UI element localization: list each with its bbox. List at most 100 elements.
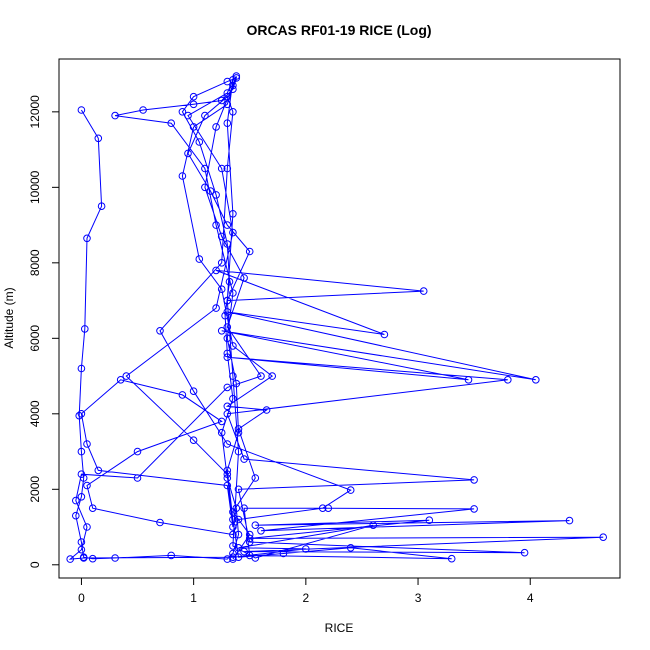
- data-point: [251, 521, 260, 530]
- y-tick-label: 0: [28, 561, 42, 568]
- data-point: [184, 111, 192, 120]
- data-point: [111, 554, 119, 562]
- data-point: [240, 547, 248, 556]
- data-point: [83, 523, 91, 531]
- data-point: [178, 391, 187, 399]
- data-point: [223, 474, 232, 482]
- data-point: [245, 534, 254, 543]
- x-tick-label: 2: [302, 591, 309, 605]
- data-point: [229, 549, 237, 558]
- y-tick-label: 2000: [28, 476, 42, 503]
- data-point: [189, 123, 198, 131]
- data-point: [599, 533, 608, 542]
- data-point: [122, 372, 131, 380]
- y-tick-label: 12000: [28, 95, 42, 129]
- data-point: [178, 108, 187, 116]
- data-point: [504, 376, 512, 384]
- data-point: [66, 555, 74, 563]
- data-point: [268, 372, 277, 380]
- data-point: [346, 544, 355, 552]
- data-point: [245, 538, 254, 546]
- y-tick-label: 10000: [28, 170, 42, 204]
- data-point: [77, 545, 86, 554]
- data-point: [232, 379, 241, 388]
- data-point: [234, 428, 243, 437]
- data-point: [139, 106, 147, 114]
- data-point: [184, 149, 192, 158]
- data-point: [212, 266, 220, 275]
- data-point: [217, 428, 226, 437]
- data-point: [223, 100, 232, 109]
- data-point: [232, 72, 241, 80]
- data-point: [75, 411, 83, 420]
- data-point: [201, 164, 209, 173]
- data-point: [77, 493, 86, 501]
- data-point: [79, 474, 88, 482]
- data-point: [212, 221, 220, 229]
- data-point: [419, 287, 428, 295]
- data-point: [532, 376, 540, 384]
- data-point: [369, 521, 378, 530]
- data-point: [223, 334, 232, 343]
- data-point: [217, 327, 226, 335]
- data-point: [195, 138, 204, 146]
- data-point: [133, 474, 142, 482]
- series-line: [68, 75, 604, 560]
- series-points: [66, 72, 608, 563]
- data-point: [195, 255, 204, 263]
- data-point: [94, 134, 103, 143]
- data-point: [240, 455, 248, 463]
- data-point: [234, 425, 243, 433]
- data-point: [83, 440, 91, 448]
- data-point: [223, 349, 232, 358]
- data-point: [229, 85, 237, 93]
- data-point: [223, 240, 232, 248]
- data-point: [257, 372, 265, 380]
- data-point: [324, 504, 333, 513]
- data-point: [189, 387, 198, 396]
- data-point: [245, 247, 254, 256]
- y-tick-label: 8000: [28, 249, 42, 276]
- data-point: [79, 554, 88, 562]
- data-point: [229, 342, 237, 350]
- data-point: [223, 164, 232, 173]
- data-point: [189, 100, 198, 109]
- data-point: [212, 191, 220, 199]
- data-point: [380, 330, 389, 339]
- data-point: [223, 92, 232, 101]
- data-point: [234, 485, 243, 494]
- x-tick-label: 1: [190, 591, 197, 605]
- data-point: [223, 440, 232, 448]
- data-point: [178, 172, 187, 180]
- data-point: [94, 466, 103, 475]
- data-point: [223, 402, 232, 411]
- data-point: [223, 308, 232, 316]
- data-point: [520, 548, 529, 557]
- data-point: [217, 232, 226, 241]
- data-point: [223, 383, 232, 392]
- data-point: [302, 545, 310, 553]
- data-point: [318, 504, 327, 513]
- data-point: [88, 554, 97, 563]
- data-point: [77, 538, 86, 546]
- data-point: [223, 89, 232, 97]
- series-lines: [68, 75, 604, 560]
- data-point: [72, 511, 80, 520]
- data-point: [83, 481, 91, 490]
- data-point: [229, 210, 237, 218]
- data-point: [156, 518, 164, 527]
- y-tick-label: 6000: [28, 325, 42, 352]
- plot-frame: [58, 58, 621, 579]
- y-tick-label: 4000: [28, 400, 42, 427]
- data-point: [229, 228, 237, 237]
- data-point: [229, 289, 237, 297]
- data-point: [77, 410, 86, 418]
- x-axis: 0 1 2 3 4: [78, 577, 534, 605]
- data-point: [133, 447, 142, 456]
- data-point: [229, 523, 237, 531]
- data-point: [223, 353, 232, 362]
- data-point: [223, 470, 232, 479]
- data-point: [189, 92, 198, 101]
- y-axis: 0 2000 4000 6000 8000 10000 12000: [28, 95, 60, 568]
